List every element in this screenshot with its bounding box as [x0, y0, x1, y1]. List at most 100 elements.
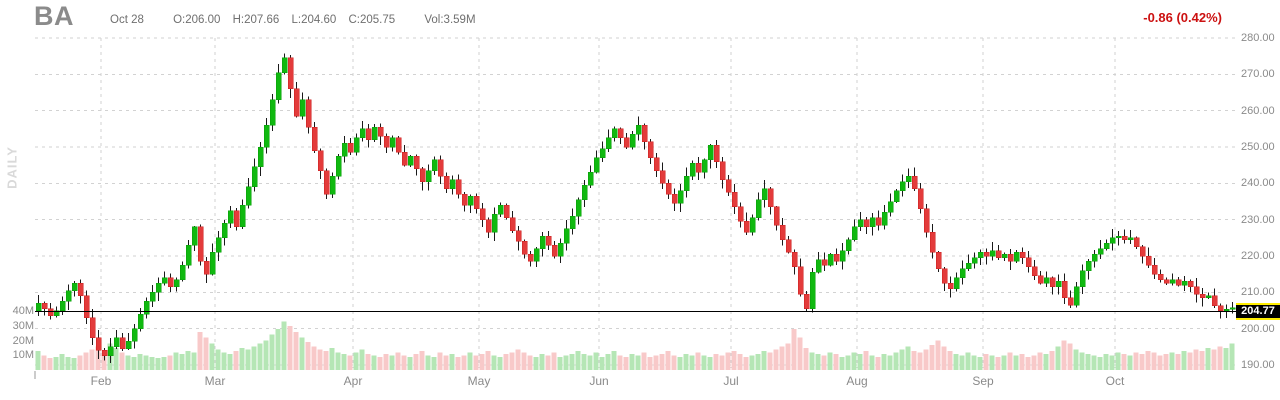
candle — [1121, 235, 1128, 240]
volume-bar — [383, 353, 389, 370]
candle — [827, 253, 834, 266]
candle — [1025, 257, 1032, 268]
volume-bar — [365, 353, 371, 370]
volume-bar — [485, 350, 491, 370]
candle — [269, 99, 276, 126]
volume-bar — [1115, 352, 1121, 370]
volume-bar — [137, 353, 143, 370]
candle — [227, 210, 234, 224]
volume-bar — [239, 347, 245, 370]
volume-bar — [491, 355, 497, 370]
volume-bar — [1013, 355, 1019, 370]
candle — [863, 219, 870, 228]
candle — [809, 272, 816, 309]
candle — [1163, 279, 1170, 284]
volume-bar — [203, 337, 209, 370]
volume-bar — [347, 355, 353, 370]
volume-bar — [869, 355, 875, 370]
candle — [719, 161, 726, 180]
volume-bar — [851, 352, 857, 370]
volume-bar — [131, 356, 137, 370]
candle — [341, 143, 348, 157]
volume-bar — [1193, 349, 1199, 370]
volume-bar — [839, 356, 845, 370]
candle — [263, 124, 270, 148]
quote-close: C:205.75 — [348, 14, 396, 26]
volume-bar — [737, 353, 743, 370]
candle — [53, 310, 60, 317]
candle — [623, 137, 630, 148]
volume-bar — [887, 355, 893, 370]
volume-bar — [611, 350, 617, 370]
candle — [917, 188, 924, 210]
volume-bar — [725, 352, 731, 370]
candle — [857, 219, 864, 228]
candle — [317, 150, 324, 171]
candle — [521, 241, 528, 255]
candle — [545, 235, 552, 246]
candle — [1223, 309, 1230, 311]
candle — [143, 301, 150, 315]
candle — [281, 57, 288, 73]
candle — [737, 206, 744, 222]
candle — [275, 72, 282, 101]
volume-bar — [563, 355, 569, 370]
volume-bar — [653, 355, 659, 370]
candle — [1229, 307, 1236, 310]
candle — [413, 155, 420, 170]
volume-bar — [167, 355, 173, 370]
candle — [65, 290, 72, 302]
volume-bar — [569, 353, 575, 370]
volume-bar — [119, 352, 125, 370]
candle — [389, 137, 396, 148]
volume-bar — [353, 352, 359, 370]
volume-bar — [893, 352, 899, 370]
candle — [755, 199, 762, 219]
candle — [113, 337, 120, 348]
candle — [71, 283, 78, 291]
candle — [1193, 286, 1200, 295]
candle — [77, 283, 84, 297]
candle — [407, 155, 414, 166]
candle — [1073, 286, 1080, 306]
volume-axis-label: 30M — [12, 319, 34, 332]
candle — [593, 157, 600, 173]
price-axis-label: 200.00 — [1241, 322, 1275, 335]
candle — [779, 224, 786, 240]
candle — [425, 170, 432, 182]
candle — [569, 215, 576, 230]
volume-bar — [677, 356, 683, 370]
candle — [101, 350, 108, 357]
candle — [689, 163, 696, 177]
volume-bar — [317, 349, 323, 370]
candle — [323, 170, 330, 195]
candle — [89, 317, 96, 338]
price-axis-label: 190.00 — [1241, 359, 1275, 371]
candle — [977, 252, 984, 259]
volume-bar — [527, 355, 533, 370]
candle — [659, 170, 666, 184]
volume-bar — [749, 355, 755, 370]
volume-bar — [269, 334, 275, 370]
volume-bar — [1103, 353, 1109, 370]
candle — [821, 259, 828, 266]
candle — [1157, 273, 1164, 280]
candle — [875, 217, 882, 226]
volume-bar — [857, 353, 863, 370]
candle — [605, 137, 612, 150]
volume-bar — [953, 353, 959, 370]
candle — [1085, 261, 1092, 271]
volume-bar — [467, 352, 473, 370]
candle — [563, 228, 570, 244]
candle — [251, 166, 258, 188]
volume-bar — [449, 353, 455, 370]
volume-bar — [695, 352, 701, 370]
candle — [989, 250, 996, 257]
price-axis-label: 240.00 — [1241, 177, 1275, 190]
volume-bar — [827, 352, 833, 370]
volume-bar — [407, 356, 413, 370]
volume-bar — [59, 353, 65, 370]
volume-bar — [617, 355, 623, 370]
price-axis-label: 210.00 — [1241, 286, 1275, 299]
